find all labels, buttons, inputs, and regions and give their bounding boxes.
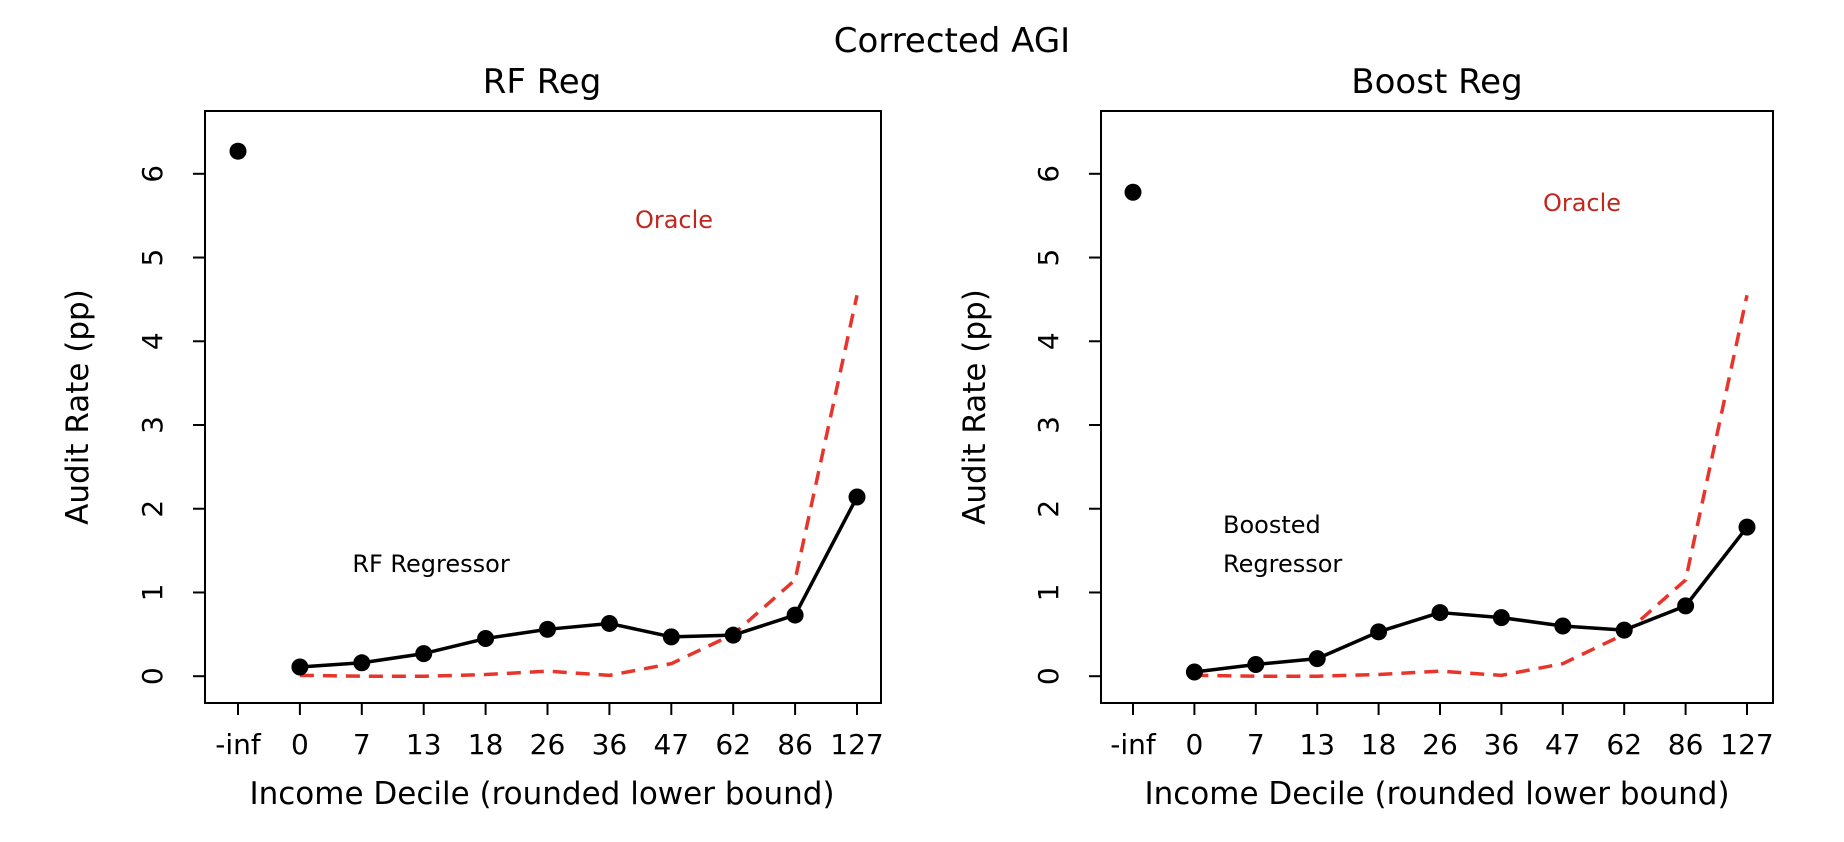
y-axis-label: Audit Rate (pp) bbox=[957, 289, 993, 525]
data-point bbox=[724, 626, 742, 644]
panel-boost-reg: Boost Reg 0 1 2 3 4 5 6 -inf 0 7 13 18 26 36 47 62 86 12… bbox=[957, 62, 1774, 812]
data-point bbox=[1431, 604, 1449, 622]
y-tick-label: 0 bbox=[136, 667, 169, 685]
data-point bbox=[848, 488, 866, 506]
panel-rf-reg: RF Reg 0 1 2 3 4 5 6 -inf 0 7 13 18 26 36 47 62 86 127 I… bbox=[60, 62, 884, 812]
x-axis: -inf 0 7 13 18 26 36 47 62 86 127 bbox=[1110, 703, 1774, 761]
y-tick-label: 2 bbox=[1032, 500, 1065, 518]
regressor-annotation: Regressor bbox=[1223, 550, 1342, 578]
x-tick-label: -inf bbox=[215, 728, 262, 761]
x-tick-label: 7 bbox=[353, 728, 371, 761]
data-point bbox=[1247, 655, 1265, 673]
x-tick-label: 26 bbox=[1422, 728, 1458, 761]
figure-title: Corrected AGI bbox=[834, 21, 1070, 61]
x-tick-label: 18 bbox=[468, 728, 504, 761]
data-point bbox=[291, 658, 309, 676]
regressor-line bbox=[299, 496, 859, 669]
x-axis-label: Income Decile (rounded lower bound) bbox=[1144, 776, 1729, 812]
y-axis: 0 1 2 3 4 5 6 bbox=[1032, 165, 1101, 685]
data-point bbox=[1185, 663, 1203, 681]
y-tick-label: 5 bbox=[136, 249, 169, 267]
rf-regressor-annotation: RF Regressor bbox=[352, 550, 510, 578]
series-layer bbox=[229, 142, 866, 678]
y-tick-label: 4 bbox=[136, 332, 169, 350]
plot-frame bbox=[204, 110, 882, 704]
oracle-annotation: Oracle bbox=[635, 206, 713, 234]
data-point bbox=[539, 620, 556, 638]
panel-title: Boost Reg bbox=[1351, 62, 1522, 102]
x-tick-label: 0 bbox=[291, 728, 309, 761]
y-tick-label: 6 bbox=[1032, 165, 1065, 183]
x-tick-label: 0 bbox=[1185, 728, 1203, 761]
data-point bbox=[229, 142, 247, 160]
data-point bbox=[477, 630, 495, 648]
x-tick-label: 62 bbox=[1606, 728, 1642, 761]
data-point bbox=[600, 614, 618, 632]
y-tick-label: 5 bbox=[1032, 249, 1065, 267]
data-point bbox=[353, 654, 371, 672]
oracle-annotation: Oracle bbox=[1543, 189, 1621, 217]
x-axis: -inf 0 7 13 18 26 36 47 62 86 127 bbox=[215, 703, 884, 761]
data-point bbox=[1124, 183, 1142, 201]
data-point bbox=[1677, 597, 1695, 615]
x-tick-label: 62 bbox=[715, 728, 751, 761]
y-axis: 0 1 2 3 4 5 6 bbox=[136, 165, 205, 685]
y-tick-label: 3 bbox=[136, 416, 169, 434]
regressor-line bbox=[1194, 526, 1749, 674]
data-point bbox=[1554, 617, 1572, 635]
x-axis-label: Income Decile (rounded lower bound) bbox=[249, 776, 834, 812]
data-point bbox=[1370, 623, 1388, 641]
oracle-line bbox=[1194, 294, 1749, 678]
x-tick-label: 47 bbox=[1545, 728, 1581, 761]
data-point bbox=[1308, 650, 1326, 668]
y-tick-label: 2 bbox=[136, 500, 169, 518]
x-tick-label: 127 bbox=[830, 728, 883, 761]
data-point bbox=[1492, 609, 1510, 627]
y-axis-label: Audit Rate (pp) bbox=[60, 289, 96, 525]
oracle-line bbox=[299, 294, 859, 678]
x-tick-label: 86 bbox=[777, 728, 813, 761]
y-tick-label: 3 bbox=[1032, 416, 1065, 434]
x-tick-label: 36 bbox=[1484, 728, 1520, 761]
x-tick-label: 13 bbox=[406, 728, 442, 761]
plot-frame bbox=[1100, 110, 1774, 704]
data-point bbox=[1738, 518, 1756, 536]
data-point bbox=[662, 628, 680, 646]
y-tick-label: 1 bbox=[1032, 584, 1065, 602]
data-point bbox=[415, 645, 433, 663]
y-tick-label: 0 bbox=[1032, 667, 1065, 685]
x-tick-label: 86 bbox=[1668, 728, 1704, 761]
x-tick-label: 26 bbox=[530, 728, 566, 761]
boosted-annotation: Boosted bbox=[1223, 511, 1321, 539]
x-tick-label: 36 bbox=[592, 728, 628, 761]
x-tick-label: 47 bbox=[653, 728, 689, 761]
x-tick-label: 7 bbox=[1247, 728, 1265, 761]
data-point bbox=[786, 606, 804, 624]
y-tick-label: 1 bbox=[136, 584, 169, 602]
series-layer bbox=[1124, 183, 1756, 681]
x-tick-label: 18 bbox=[1361, 728, 1397, 761]
y-tick-label: 4 bbox=[1032, 332, 1065, 350]
x-tick-label: 13 bbox=[1299, 728, 1335, 761]
x-tick-label: -inf bbox=[1110, 728, 1157, 761]
data-point bbox=[1615, 621, 1633, 639]
x-tick-label: 127 bbox=[1720, 728, 1773, 761]
y-tick-label: 6 bbox=[136, 165, 169, 183]
panel-title: RF Reg bbox=[483, 62, 602, 102]
